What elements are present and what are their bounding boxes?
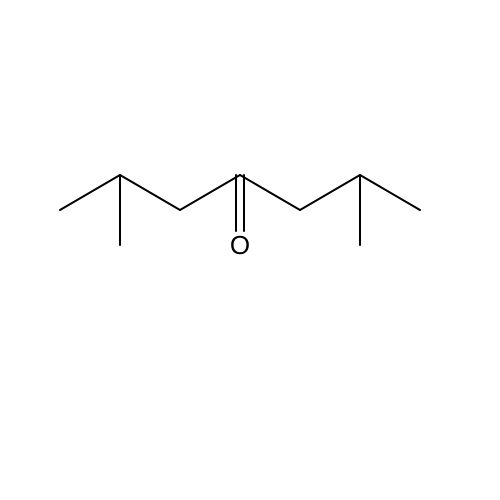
atom-label: O	[230, 230, 250, 260]
bond	[240, 175, 300, 210]
bond	[360, 175, 420, 210]
bond	[120, 175, 180, 210]
bond	[60, 175, 120, 210]
bond	[300, 175, 360, 210]
bond	[180, 175, 240, 210]
molecule-canvas: O	[0, 0, 500, 500]
